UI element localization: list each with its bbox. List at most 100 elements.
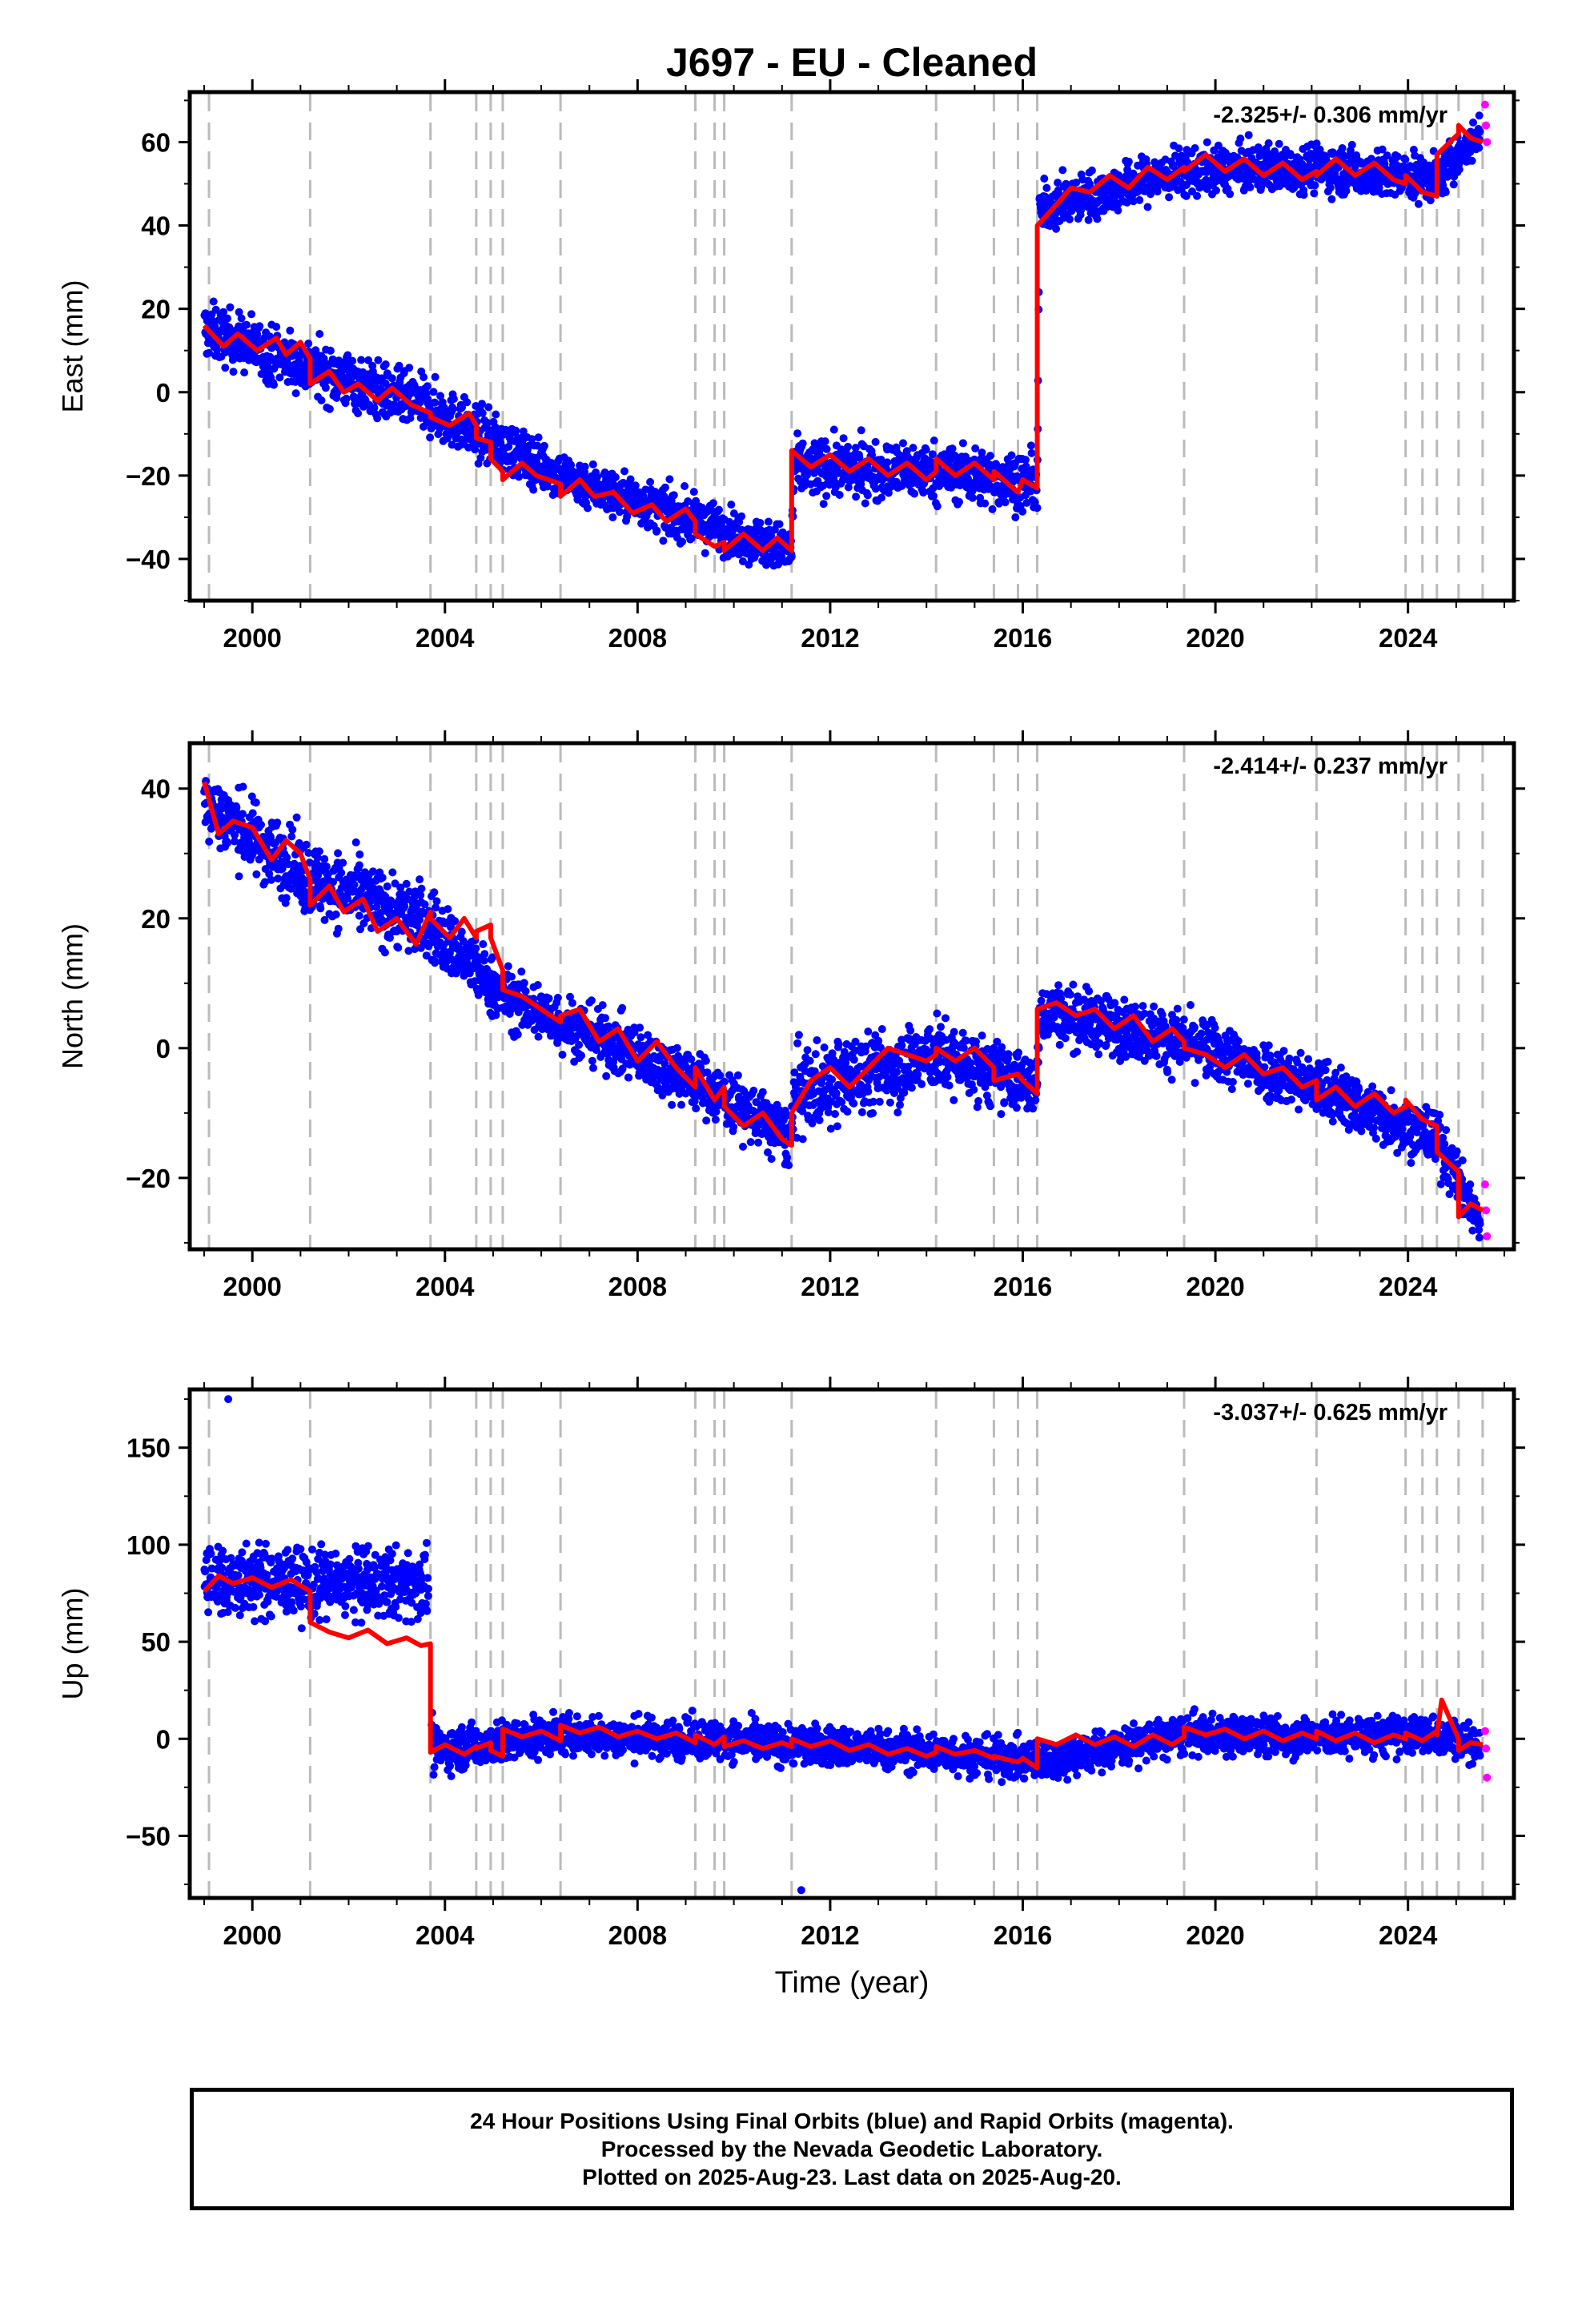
final-orbit-points xyxy=(200,777,1484,1242)
data-point xyxy=(394,943,403,952)
data-point xyxy=(1475,111,1484,120)
data-point xyxy=(793,1039,802,1047)
data-point xyxy=(513,1030,522,1039)
data-point xyxy=(837,1098,846,1107)
data-point xyxy=(374,356,383,364)
velocity-rate-label: -2.325+/- 0.306 mm/yr xyxy=(1213,103,1447,128)
data-point xyxy=(270,380,278,389)
data-point xyxy=(588,460,597,468)
data-point xyxy=(378,873,387,882)
data-point xyxy=(692,1104,701,1113)
data-point xyxy=(690,1097,699,1106)
rapid-orbit-point xyxy=(1482,121,1491,130)
data-point xyxy=(764,1148,772,1156)
data-point xyxy=(646,477,655,486)
data-point xyxy=(265,870,274,879)
data-point xyxy=(737,512,746,521)
data-point xyxy=(1342,187,1351,195)
data-point xyxy=(968,493,977,502)
data-point xyxy=(1299,191,1308,199)
data-point xyxy=(1007,451,1016,460)
data-point xyxy=(509,456,518,464)
data-point xyxy=(616,508,624,517)
data-point xyxy=(355,911,363,920)
data-point xyxy=(1022,462,1030,471)
data-point xyxy=(342,394,351,403)
data-point xyxy=(322,862,331,871)
data-point xyxy=(871,485,880,493)
data-point xyxy=(508,972,516,981)
y-tick-label: −40 xyxy=(126,545,171,574)
data-point xyxy=(387,374,396,383)
data-point xyxy=(798,439,807,448)
data-point xyxy=(223,838,231,847)
data-point xyxy=(419,422,428,431)
data-point xyxy=(232,803,241,812)
data-point xyxy=(242,320,251,329)
data-point xyxy=(320,915,329,924)
data-point xyxy=(478,408,487,417)
data-point xyxy=(222,348,231,356)
data-point xyxy=(1326,183,1335,192)
y-tick-label: 60 xyxy=(141,127,171,157)
data-point xyxy=(611,473,620,481)
data-point xyxy=(1122,198,1131,207)
data-point xyxy=(1001,498,1010,507)
data-point xyxy=(794,1031,803,1039)
data-point xyxy=(783,1153,792,1162)
data-point xyxy=(785,1161,793,1170)
data-point xyxy=(921,445,930,454)
data-point xyxy=(287,884,295,893)
data-point xyxy=(793,429,802,438)
data-point xyxy=(636,1023,644,1032)
data-point xyxy=(305,858,314,867)
data-point xyxy=(831,1110,839,1118)
data-point xyxy=(729,1123,738,1132)
data-point xyxy=(430,888,439,897)
data-point xyxy=(263,363,272,372)
data-point xyxy=(373,414,382,423)
data-point xyxy=(1469,119,1477,127)
data-point xyxy=(404,947,413,955)
data-point xyxy=(355,861,363,870)
data-point xyxy=(423,382,432,391)
data-point xyxy=(426,433,435,442)
data-point xyxy=(839,434,848,443)
data-point xyxy=(1378,145,1387,154)
data-point xyxy=(567,460,576,469)
data-point xyxy=(1182,191,1191,200)
x-tick-label: 2004 xyxy=(416,623,475,653)
data-point xyxy=(1143,203,1152,211)
panel-frame xyxy=(187,90,1516,603)
data-point xyxy=(255,322,264,331)
data-point xyxy=(1087,166,1096,175)
data-point xyxy=(288,825,297,834)
data-point xyxy=(644,1031,652,1039)
data-point xyxy=(230,837,239,846)
data-point xyxy=(1042,183,1051,192)
data-point xyxy=(449,395,458,404)
data-point xyxy=(1315,145,1324,154)
data-point xyxy=(431,372,440,381)
data-point xyxy=(431,398,440,407)
data-point xyxy=(357,356,366,364)
data-point xyxy=(857,426,865,435)
rapid-orbit-point xyxy=(1483,138,1492,147)
data-point xyxy=(798,1135,807,1144)
data-point xyxy=(239,782,247,791)
data-point xyxy=(678,537,687,546)
data-point xyxy=(910,489,919,498)
data-point xyxy=(410,893,419,902)
data-point xyxy=(754,1138,763,1147)
data-point xyxy=(205,837,214,846)
data-point xyxy=(422,951,431,960)
data-point xyxy=(1129,197,1138,206)
data-point xyxy=(884,489,893,497)
data-point xyxy=(592,472,601,481)
data-point xyxy=(380,948,389,957)
data-point xyxy=(587,996,596,1005)
y-tick-label: −20 xyxy=(126,461,171,491)
data-point xyxy=(841,1059,850,1067)
data-point xyxy=(843,1108,852,1116)
